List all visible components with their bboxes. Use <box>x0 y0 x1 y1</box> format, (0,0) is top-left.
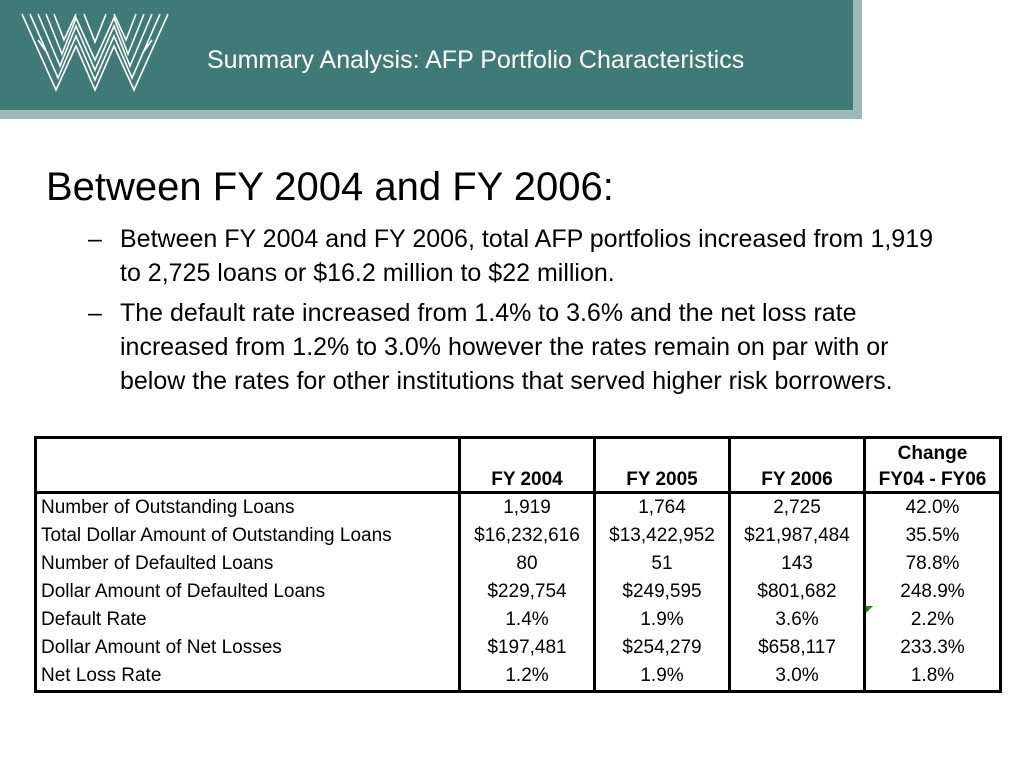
table-cell: 42.0% <box>863 492 1001 522</box>
column-header: FY 2004 <box>458 465 595 494</box>
table-cell: 233.3% <box>863 634 1001 662</box>
table-cell: $21,987,484 <box>728 522 865 550</box>
row-label: Dollar Amount of Defaulted Loans <box>41 581 326 602</box>
table-cell: 1.2% <box>458 662 595 692</box>
column-header: FY 2006 <box>728 465 865 494</box>
table-cell: 143 <box>728 550 865 578</box>
row-label: Number of Defaulted Loans <box>41 553 274 574</box>
table-row: Net Loss Rate 1.2% 1.9% 3.0% 1.8% <box>36 662 1001 692</box>
portfolio-table: Change FY 2004 FY 2005 FY 2006 FY04 - FY… <box>34 436 1002 693</box>
page-title: Summary Analysis: AFP Portfolio Characte… <box>207 46 745 74</box>
header-blank-cell <box>458 437 595 465</box>
table-row: Dollar Amount of Net Losses $197,481 $25… <box>36 634 1001 662</box>
table-cell: 1.8% <box>863 662 1001 692</box>
row-label: Total Dollar Amount of Outstanding Loans <box>41 525 392 546</box>
table-cell: $801,682 <box>728 578 865 606</box>
table-cell: $254,279 <box>593 634 730 662</box>
column-header: FY 2005 <box>593 465 730 494</box>
table-cell: 1,764 <box>593 492 730 522</box>
table-row: Dollar Amount of Defaulted Loans $229,75… <box>36 578 1001 606</box>
section-heading: Between FY 2004 and FY 2006: <box>46 165 614 209</box>
table-cell: $249,595 <box>593 578 730 606</box>
table-cell: 80 <box>458 550 595 578</box>
table-cell: 2,725 <box>728 492 865 522</box>
table-cell: 3.0% <box>728 662 865 692</box>
title-banner: Summary Analysis: AFP Portfolio Characte… <box>0 0 853 110</box>
table-cell: 3.6% <box>728 606 865 634</box>
header-blank-cell <box>728 437 865 465</box>
table-cell: $197,481 <box>458 634 595 662</box>
bullet-text: Between FY 2004 and FY 2006, total AFP p… <box>120 225 934 287</box>
table-row: Total Dollar Amount of Outstanding Loans… <box>36 522 1001 550</box>
header-blank-cell <box>36 438 460 466</box>
comment-marker-icon <box>866 606 873 613</box>
table-cell: 1.9% <box>593 606 730 634</box>
table-cell: $658,117 <box>728 634 865 662</box>
table-header-row: FY 2004 FY 2005 FY 2006 FY04 - FY06 <box>35 465 1001 494</box>
bullet-dash: – <box>88 225 102 253</box>
row-label: Net Loss Rate <box>41 665 162 686</box>
table-cell: 1.4% <box>458 606 595 634</box>
row-label: Dollar Amount of Net Losses <box>41 637 282 658</box>
table-cell: $13,422,952 <box>593 522 730 550</box>
table-row: Number of Outstanding Loans 1,919 1,764 … <box>36 492 1001 522</box>
table-header-row: Change <box>36 437 1001 466</box>
table-row: Default Rate 1.4% 1.9% 3.6% 2.2% <box>36 606 1001 634</box>
bullet-dash: – <box>88 299 102 327</box>
row-label: Default Rate <box>41 609 147 630</box>
table-cell: 1,919 <box>458 492 595 522</box>
row-label: Number of Outstanding Loans <box>41 497 295 518</box>
woven-w-logo-icon <box>21 13 169 93</box>
table-cell: 1.9% <box>593 662 730 692</box>
table-cell: $16,232,616 <box>458 522 595 550</box>
column-header-change: Change <box>863 437 1001 465</box>
table-cell: 2.2% <box>863 606 1001 634</box>
table-cell: 78.8% <box>863 550 1001 578</box>
column-header: FY04 - FY06 <box>863 465 1001 494</box>
table-cell: $229,754 <box>458 578 595 606</box>
bullet-text: The default rate increased from 1.4% to … <box>120 299 893 395</box>
table-row: Number of Defaulted Loans 80 51 143 78.8… <box>36 550 1001 578</box>
table-cell: 35.5% <box>863 522 1001 550</box>
table-cell: 51 <box>593 550 730 578</box>
header-blank-cell <box>35 465 460 494</box>
table-cell: 248.9% <box>863 578 1001 606</box>
header-blank-cell <box>593 437 730 465</box>
